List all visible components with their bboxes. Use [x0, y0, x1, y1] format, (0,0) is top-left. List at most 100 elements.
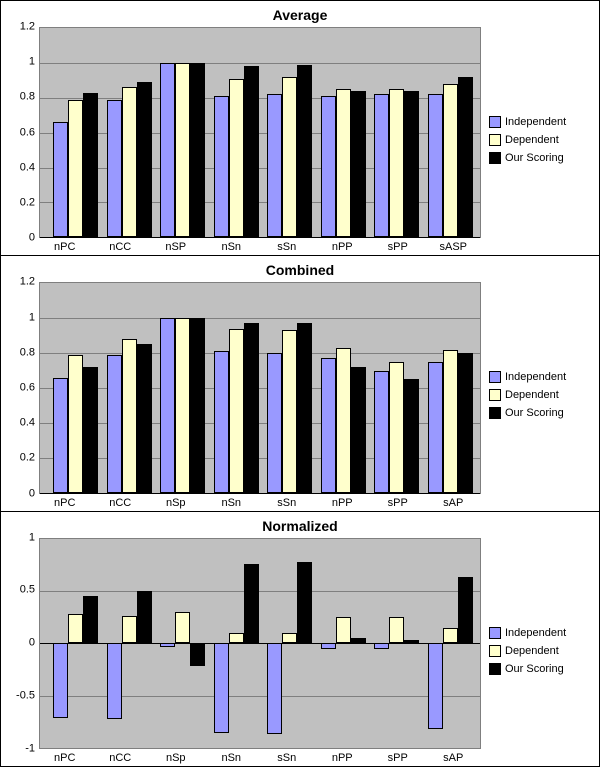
bar-dependent: [282, 330, 297, 492]
legend-swatch: [489, 407, 501, 419]
x-tick: sAP: [426, 749, 482, 764]
figure: Average1.210.80.60.40.20nPCnCCnSPnSnsSnn…: [0, 0, 600, 767]
bar-independent: [428, 94, 443, 237]
bar-our-scoring: [137, 591, 152, 643]
bar-dependent: [389, 89, 404, 237]
bar-groups: [40, 283, 480, 492]
plot: [39, 538, 481, 749]
bar-group: [314, 28, 368, 237]
x-tick: nSp: [148, 494, 204, 509]
legend-swatch: [489, 389, 501, 401]
bar-our-scoring: [458, 77, 473, 237]
bar-our-scoring: [404, 379, 419, 492]
x-axis: nPCnCCnSPnSnsSnnPPsPPsASP: [9, 238, 481, 253]
bar-independent: [374, 371, 389, 493]
zero-line: [40, 643, 480, 644]
x-tick: nSP: [148, 238, 204, 253]
bar-dependent: [229, 329, 244, 493]
x-tick: sSn: [259, 238, 315, 253]
bar-group: [153, 28, 207, 237]
bar-independent: [321, 96, 336, 237]
bar-our-scoring: [404, 91, 419, 238]
bar-dependent: [336, 617, 351, 643]
bar-group: [46, 283, 100, 492]
bar-independent: [107, 355, 122, 493]
legend-item: Dependent: [489, 134, 591, 146]
bar-dependent: [336, 348, 351, 493]
chart-area: 1.210.80.60.40.20nPCnCCnSpnSnsSnnPPsPPsA…: [9, 282, 481, 508]
bar-independent: [267, 353, 282, 493]
chart-area: 10.50-0.5-1nPCnCCnSpnSnsSnnPPsPPsAP: [9, 538, 481, 764]
bar-dependent: [282, 633, 297, 643]
legend-item: Dependent: [489, 645, 591, 657]
bar-our-scoring: [83, 596, 98, 643]
x-axis: nPCnCCnSpnSnsSnnPPsPPsAP: [9, 494, 481, 509]
bar-our-scoring: [190, 643, 205, 666]
x-tick: nSn: [204, 749, 260, 764]
bar-independent: [160, 63, 175, 237]
bar-dependent: [175, 318, 190, 492]
x-tick: sSn: [259, 494, 315, 509]
bar-group: [46, 28, 100, 237]
bar-independent: [428, 643, 443, 729]
bar-independent: [321, 358, 336, 492]
bar-independent: [267, 94, 282, 237]
bar-independent: [267, 643, 282, 734]
bar-group: [260, 28, 314, 237]
x-tick: nPP: [315, 749, 371, 764]
legend-label: Our Scoring: [505, 407, 564, 419]
bar-our-scoring: [351, 367, 366, 493]
bar-independent: [214, 643, 229, 733]
bar-group: [367, 28, 421, 237]
bar-independent: [214, 351, 229, 492]
legend-swatch: [489, 152, 501, 164]
x-axis: nPCnCCnSpnSnsSnnPPsPPsAP: [9, 749, 481, 764]
panel-title: Combined: [9, 262, 591, 278]
x-tick: nCC: [93, 749, 149, 764]
bar-independent: [53, 643, 68, 717]
bar-independent: [160, 318, 175, 492]
legend-item: Our Scoring: [489, 407, 591, 419]
bar-group: [153, 283, 207, 492]
bar-our-scoring: [297, 65, 312, 238]
legend: IndependentDependentOur Scoring: [481, 27, 591, 253]
zero-line: [40, 493, 480, 494]
bar-independent: [53, 122, 68, 237]
bar-our-scoring: [190, 318, 205, 492]
legend-label: Independent: [505, 371, 566, 383]
legend-label: Dependent: [505, 645, 559, 657]
bar-group: [100, 283, 154, 492]
panel-average: Average1.210.80.60.40.20nPCnCCnSPnSnsSnn…: [1, 1, 599, 256]
chart-row: 1.210.80.60.40.20nPCnCCnSpnSnsSnnPPsPPsA…: [9, 282, 591, 508]
x-tick: sPP: [370, 494, 426, 509]
chart-row: 1.210.80.60.40.20nPCnCCnSPnSnsSnnPPsPPsA…: [9, 27, 591, 253]
chart-area: 1.210.80.60.40.20nPCnCCnSPnSnsSnnPPsPPsA…: [9, 27, 481, 253]
bar-independent: [107, 643, 122, 718]
legend-label: Our Scoring: [505, 663, 564, 675]
plot: [39, 282, 481, 493]
legend-swatch: [489, 371, 501, 383]
legend-label: Independent: [505, 116, 566, 128]
x-tick: nPC: [37, 494, 93, 509]
panel-normalized: Normalized 10.50-0.5-1nPCnCCnSpnSnsSnnPPs…: [1, 512, 599, 766]
panel-title: Normalized: [9, 518, 591, 534]
bar-independent: [428, 362, 443, 493]
bar-our-scoring: [297, 562, 312, 644]
bar-our-scoring: [244, 323, 259, 492]
x-tick: nPC: [37, 238, 93, 253]
x-tick: nSp: [148, 749, 204, 764]
legend-swatch: [489, 645, 501, 657]
bar-independent: [374, 94, 389, 237]
bar-independent: [214, 96, 229, 237]
plot-wrap: 1.210.80.60.40.20: [9, 282, 481, 493]
bar-our-scoring: [244, 66, 259, 237]
legend-item: Independent: [489, 371, 591, 383]
bar-group: [207, 283, 261, 492]
plot-wrap: 10.50-0.5-1: [9, 538, 481, 749]
legend-label: Dependent: [505, 134, 559, 146]
legend-item: Independent: [489, 116, 591, 128]
x-tick: sAP: [426, 494, 482, 509]
legend: Independent Dependent Our Scoring: [481, 282, 591, 508]
bar-dependent: [229, 633, 244, 643]
legend-label: Dependent: [505, 389, 559, 401]
